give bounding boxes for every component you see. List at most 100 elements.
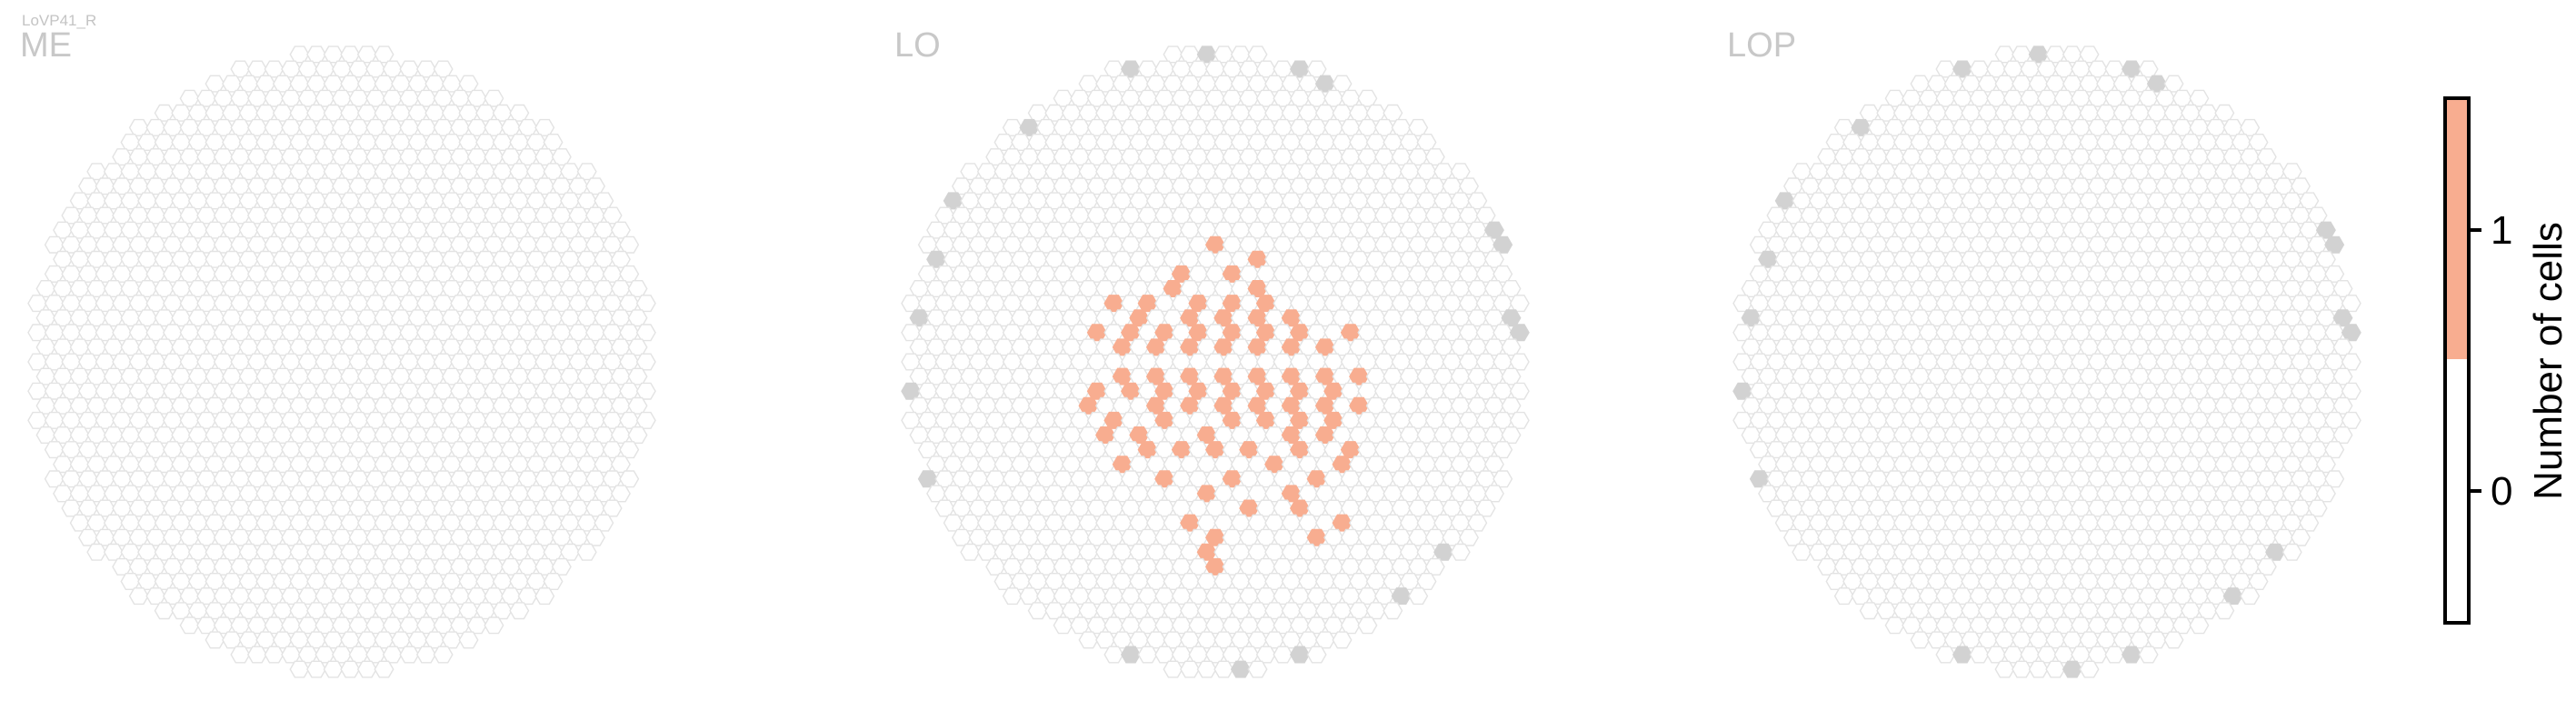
hex-column — [602, 353, 623, 371]
hex-column — [272, 309, 293, 327]
hex-column — [2012, 396, 2032, 415]
hex-column — [450, 587, 471, 606]
hex-column — [331, 60, 353, 78]
hex-column — [365, 587, 386, 606]
hex-column — [205, 280, 225, 297]
hex-column — [1851, 382, 1872, 400]
hex-column — [500, 557, 522, 576]
hex-column — [2189, 382, 2210, 400]
hex-column — [2197, 280, 2218, 297]
hex-column — [1035, 265, 1057, 283]
hex-column — [2112, 573, 2133, 590]
hex-column — [1424, 557, 1445, 576]
hex-column — [1994, 338, 2015, 356]
hex-column — [1230, 133, 1251, 152]
hex-column — [86, 163, 107, 181]
hex-column — [1383, 396, 1403, 415]
hex-column — [1171, 557, 1192, 576]
hex-column — [1416, 163, 1437, 181]
hex-column — [196, 206, 217, 225]
hex-column — [407, 573, 428, 590]
hex-column — [1961, 367, 1982, 386]
hex-column — [297, 646, 318, 664]
hex-column — [137, 485, 158, 503]
hex-column — [1935, 295, 1956, 313]
hex-column — [297, 89, 318, 107]
hex-column — [1969, 324, 1990, 342]
hex-column — [112, 265, 133, 283]
hex-column — [120, 426, 141, 444]
hex-column-highlighted — [1112, 456, 1133, 474]
hex-column — [162, 353, 184, 371]
hex-column — [1264, 367, 1285, 386]
hex-column — [391, 573, 412, 590]
hex-column — [2096, 338, 2117, 356]
hex-column — [1902, 89, 1922, 107]
hex-column — [374, 426, 394, 444]
hex-column — [1137, 265, 1158, 283]
hex-column — [1867, 441, 1889, 459]
hex-column — [568, 206, 589, 225]
hex-column — [255, 309, 276, 327]
hex-column — [1180, 133, 1201, 152]
hex-column — [602, 235, 623, 254]
hex-column — [1851, 470, 1872, 488]
hex-column — [205, 338, 225, 356]
hex-column — [213, 587, 234, 606]
hex-column — [1833, 499, 1854, 517]
hex-column — [2248, 133, 2269, 152]
hex-column — [1399, 573, 1420, 590]
hex-column — [399, 148, 420, 166]
hex-column — [1070, 441, 1091, 459]
hex-column — [1002, 382, 1023, 400]
hex-column — [103, 192, 124, 210]
hex-column — [1442, 324, 1463, 342]
hex-column — [1977, 631, 1998, 649]
hex-column — [1053, 89, 1073, 107]
hex-column — [466, 148, 487, 166]
hex-column — [1289, 148, 1311, 166]
hex-column — [120, 250, 141, 268]
hex-column — [1842, 456, 1863, 474]
hex-column — [1027, 514, 1048, 532]
hex-column — [246, 235, 268, 254]
hex-column — [407, 396, 428, 415]
hex-column — [1952, 177, 1973, 195]
hex-column — [391, 485, 412, 503]
hex-column — [560, 163, 581, 181]
hex-column — [1086, 587, 1107, 606]
hex-column — [1230, 514, 1251, 532]
hex-column — [1154, 557, 1175, 576]
hex-column — [213, 499, 234, 517]
hex-column — [1323, 470, 1344, 488]
hex-column — [1825, 221, 1846, 239]
hex-column — [2341, 353, 2361, 371]
hex-column — [1808, 426, 1829, 444]
hex-column — [424, 309, 445, 327]
hex-column — [1475, 470, 1496, 488]
hex-column — [2112, 75, 2133, 93]
hex-column — [576, 426, 597, 444]
hex-column — [1859, 456, 1880, 474]
hex-column — [602, 324, 623, 342]
hex-column — [187, 514, 208, 532]
hex-column — [331, 206, 353, 225]
hex-column — [2265, 543, 2286, 561]
hex-column — [993, 163, 1014, 181]
hex-column — [2341, 411, 2361, 429]
hex-column — [2281, 426, 2302, 444]
hex-column — [960, 250, 981, 268]
hex-column — [1383, 514, 1403, 532]
hex-column — [627, 396, 648, 415]
hex-column — [2104, 441, 2125, 459]
hex-column — [415, 118, 437, 136]
hex-column — [230, 557, 251, 576]
hex-column — [1137, 616, 1158, 635]
hex-column — [1986, 528, 2007, 546]
hex-column — [2121, 89, 2142, 107]
hex-column — [255, 426, 276, 444]
hex-column — [2307, 382, 2328, 400]
hex-column — [433, 616, 454, 635]
hex-column — [1910, 396, 1931, 415]
hex-column — [2172, 206, 2192, 225]
